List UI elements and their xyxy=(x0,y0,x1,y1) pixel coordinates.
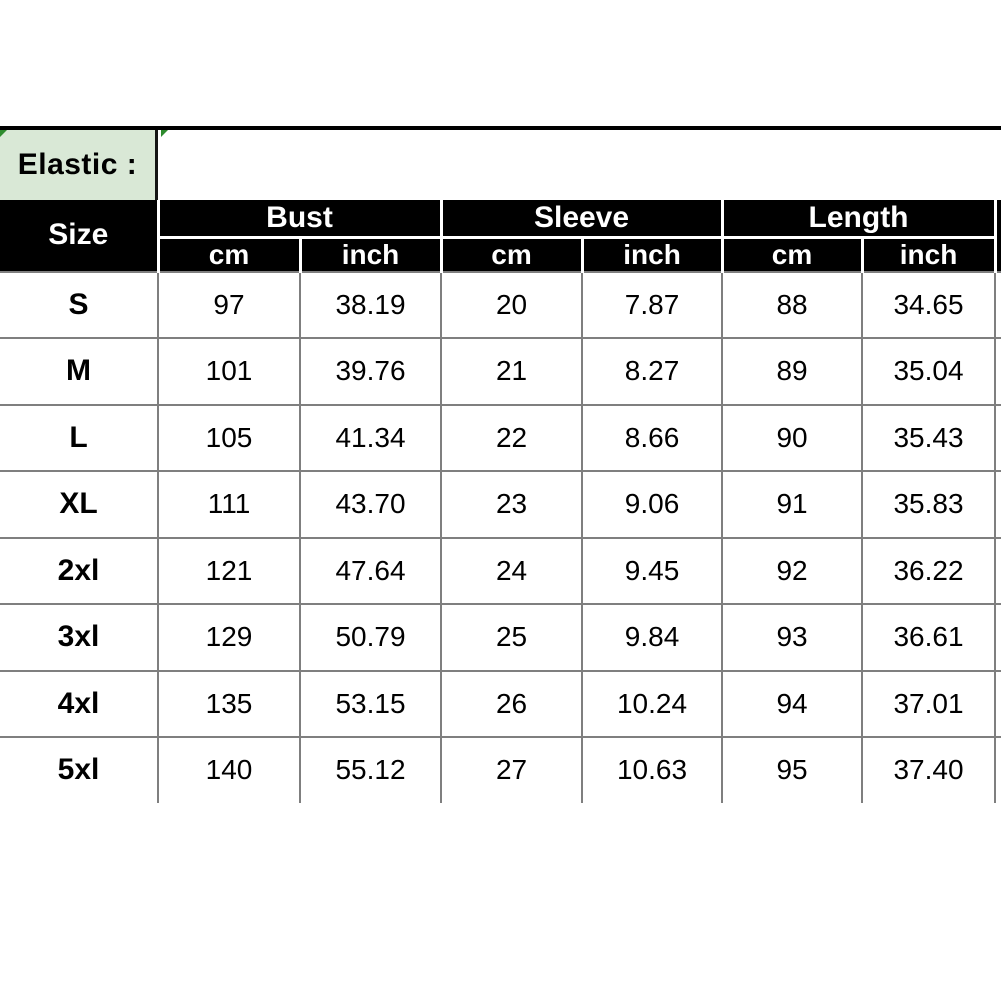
value-cell: 140 xyxy=(157,736,301,803)
cropped-cell xyxy=(994,470,1001,539)
cropped-cell xyxy=(994,270,1001,339)
value-cell: 26 xyxy=(440,669,584,738)
value-cell: 8.66 xyxy=(581,403,724,472)
column-group-length: Length xyxy=(720,200,997,239)
cropped-cell xyxy=(994,736,1001,803)
value-cell: 9.84 xyxy=(581,603,724,672)
value-cell: 9.45 xyxy=(581,536,724,605)
size-table: Size Bust Sleeve Length cm inch cm inch … xyxy=(0,200,1001,803)
unit-header-sleeve-cm: cm xyxy=(439,235,584,273)
value-cell: 36.61 xyxy=(861,603,997,672)
cropped-cell xyxy=(994,669,1001,738)
unit-header-length-inch: inch xyxy=(860,235,997,273)
value-cell: 88 xyxy=(721,270,864,339)
group-header-row: Size Bust Sleeve Length xyxy=(0,200,1001,273)
value-cell: 39.76 xyxy=(298,337,443,406)
unit-header-bust-cm: cm xyxy=(156,235,302,273)
value-cell: 41.34 xyxy=(298,403,443,472)
value-cell: 34.65 xyxy=(861,270,997,339)
value-cell: 47.64 xyxy=(298,536,443,605)
cropped-cell xyxy=(994,603,1001,672)
table-row: S 97 38.19 20 7.87 88 34.65 xyxy=(0,270,1001,339)
size-cell: 3xl xyxy=(0,603,159,672)
value-cell: 94 xyxy=(721,669,864,738)
unit-header-row: cm inch cm inch cm inch xyxy=(0,235,1001,273)
value-cell: 10.63 xyxy=(581,736,724,803)
value-cell: 101 xyxy=(157,337,301,406)
cell-corner-marker-icon xyxy=(161,130,168,137)
value-cell: 37.01 xyxy=(861,669,997,738)
size-cell: S xyxy=(0,270,159,339)
table-row: XL 111 43.70 23 9.06 91 35.83 xyxy=(0,470,1001,539)
table-row: 3xl 129 50.79 25 9.84 93 36.61 xyxy=(0,603,1001,672)
table-row: 2xl 121 47.64 24 9.45 92 36.22 xyxy=(0,536,1001,605)
column-group-bust: Bust xyxy=(156,200,443,239)
value-cell: 8.27 xyxy=(581,337,724,406)
table-row: 5xl 140 55.12 27 10.63 95 37.40 xyxy=(0,736,1001,803)
value-cell: 7.87 xyxy=(581,270,724,339)
value-cell: 27 xyxy=(440,736,584,803)
value-cell: 105 xyxy=(157,403,301,472)
elastic-scale-row: Elastic : None Micro Low Medium High xyxy=(0,130,1001,321)
value-cell: 55.12 xyxy=(298,736,443,803)
value-cell: 121 xyxy=(157,536,301,605)
size-column-header: Size xyxy=(0,200,160,273)
size-cell: 4xl xyxy=(0,669,159,738)
size-cell: M xyxy=(0,337,159,406)
value-cell: 95 xyxy=(721,736,864,803)
value-cell: 129 xyxy=(157,603,301,672)
value-cell: 23 xyxy=(440,470,584,539)
cell-corner-marker-icon xyxy=(0,130,7,137)
value-cell: 89 xyxy=(721,337,864,406)
cropped-cell xyxy=(994,337,1001,406)
unit-header-sleeve-inch: inch xyxy=(580,235,724,273)
value-cell: 36.22 xyxy=(861,536,997,605)
table-row: M 101 39.76 21 8.27 89 35.04 xyxy=(0,337,1001,406)
value-cell: 21 xyxy=(440,337,584,406)
value-cell: 9.06 xyxy=(581,470,724,539)
value-cell: 22 xyxy=(440,403,584,472)
top-border-rule xyxy=(0,126,1001,130)
value-cell: 24 xyxy=(440,536,584,605)
value-cell: 35.83 xyxy=(861,470,997,539)
size-cell: 5xl xyxy=(0,736,159,803)
cropped-cell xyxy=(994,403,1001,472)
value-cell: 10.24 xyxy=(581,669,724,738)
elastic-label: Elastic : xyxy=(0,130,158,200)
value-cell: 35.04 xyxy=(861,337,997,406)
value-cell: 111 xyxy=(157,470,301,539)
cropped-cell xyxy=(994,536,1001,605)
value-cell: 25 xyxy=(440,603,584,672)
value-cell: 91 xyxy=(721,470,864,539)
value-cell: 97 xyxy=(157,270,301,339)
value-cell: 35.43 xyxy=(861,403,997,472)
table-row: L 105 41.34 22 8.66 90 35.43 xyxy=(0,403,1001,472)
cropped-column-header xyxy=(993,200,1001,273)
unit-header-bust-inch: inch xyxy=(298,235,443,273)
value-cell: 43.70 xyxy=(298,470,443,539)
value-cell: 37.40 xyxy=(861,736,997,803)
size-cell: 2xl xyxy=(0,536,159,605)
size-cell: L xyxy=(0,403,159,472)
value-cell: 38.19 xyxy=(298,270,443,339)
value-cell: 93 xyxy=(721,603,864,672)
value-cell: 50.79 xyxy=(298,603,443,672)
value-cell: 92 xyxy=(721,536,864,605)
size-cell: XL xyxy=(0,470,159,539)
unit-header-length-cm: cm xyxy=(720,235,864,273)
value-cell: 53.15 xyxy=(298,669,443,738)
column-group-sleeve: Sleeve xyxy=(439,200,724,239)
value-cell: 135 xyxy=(157,669,301,738)
table-row: 4xl 135 53.15 26 10.24 94 37.01 xyxy=(0,669,1001,738)
value-cell: 90 xyxy=(721,403,864,472)
value-cell: 20 xyxy=(440,270,584,339)
